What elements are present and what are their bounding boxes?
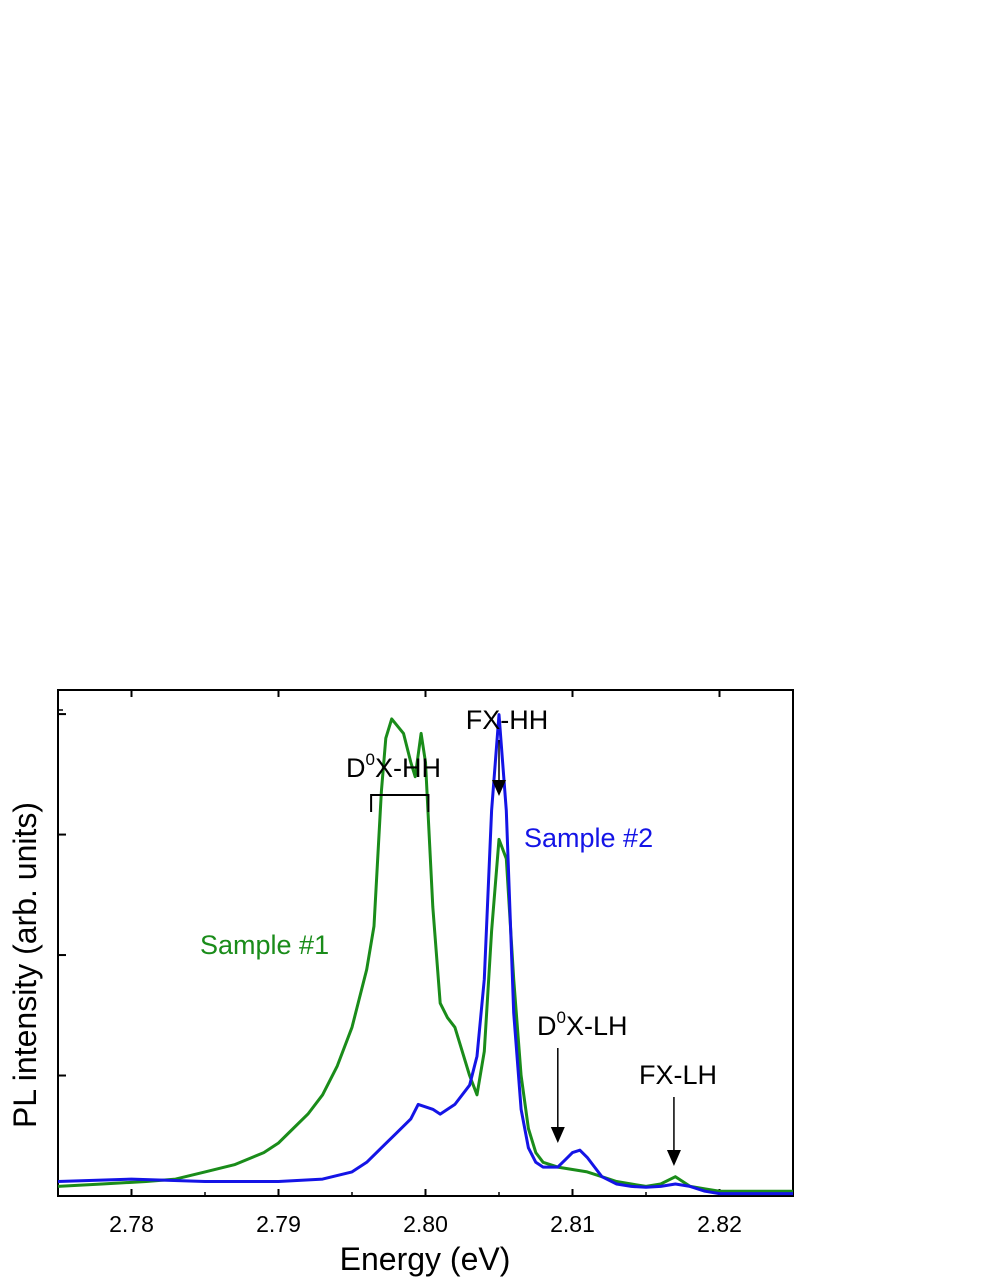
x-tick-label-3: 2.81 [550,1211,595,1237]
annotation-layer [370,740,681,1166]
annotation-d0x-hh-sup: 0 [366,750,375,769]
y-axis-ticks [58,709,66,1077]
annotation-d0x-hh-base: D [346,753,366,783]
series-layer [57,713,793,1196]
annotation-fx-hh: FX-HH [466,705,549,735]
annotation-d0x-hh-tail: X-HH [375,753,441,783]
bracket-d0x-hh [370,794,430,812]
series-line-2 [57,713,793,1196]
annotation-d0x-lh: D0X-LH [537,1008,627,1041]
annotation-d0x-lh-tail: X-LH [566,1011,628,1041]
annotation-d0x-lh-sup: 0 [557,1008,566,1027]
annotation-d0x-lh-base: D [537,1011,557,1041]
annotation-fx-lh: FX-LH [639,1060,717,1090]
x-axis-title: Energy (eV) [340,1241,511,1277]
series-line-1 [57,717,793,1193]
x-axis-ticks: 2.78 2.79 2.80 2.81 2.82 [57,690,794,1237]
x-tick-label-4: 2.82 [697,1211,742,1237]
arrow-fx-hh-head [492,780,506,796]
series-label-sample-1: Sample #1 [200,930,329,960]
annotation-d0x-hh: D0X-HH [346,750,441,783]
x-tick-label-0: 2.78 [109,1211,154,1237]
y-axis-title: PL intensity (arb. units) [7,802,43,1128]
x-tick-label-2: 2.80 [403,1211,448,1237]
arrow-fx-lh-head [666,1150,681,1166]
x-tick-label-1: 2.79 [256,1211,301,1237]
arrow-d0x-lh-head [550,1127,565,1143]
series-label-sample-2: Sample #2 [524,823,653,853]
